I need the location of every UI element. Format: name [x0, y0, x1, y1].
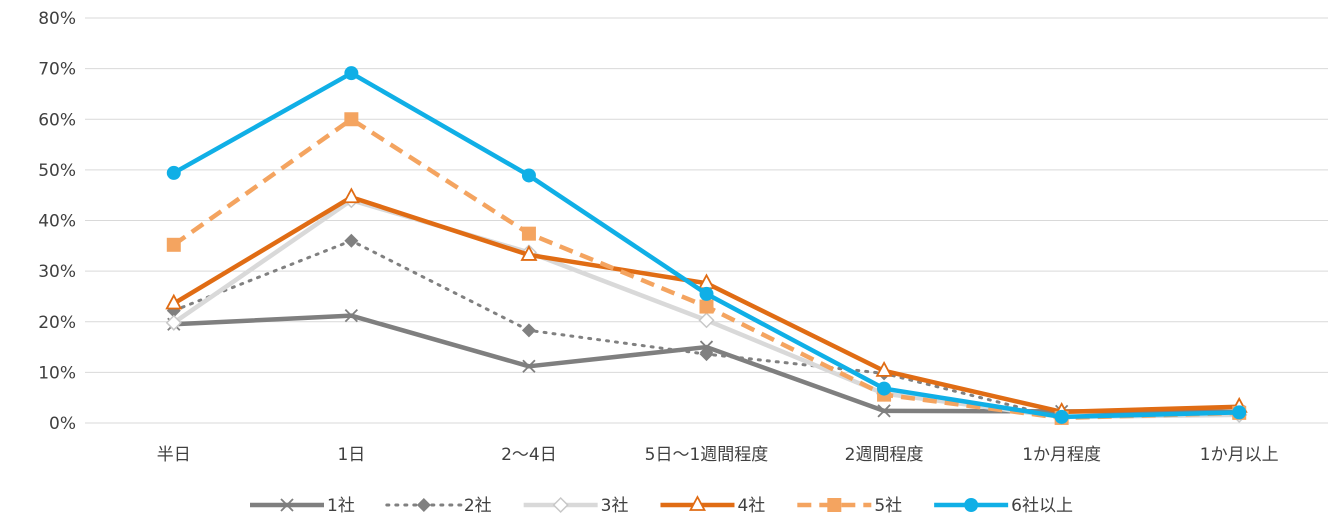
y-tick-label: 40% — [38, 212, 76, 232]
data-point — [522, 359, 536, 373]
data-point — [165, 293, 183, 310]
x-tick-label: 1か月程度 — [1022, 445, 1101, 465]
legend-label: 3社 — [601, 496, 629, 516]
data-point — [344, 66, 359, 81]
legend-marker — [827, 498, 842, 512]
data-point — [699, 299, 714, 314]
x-axis: 半日 1日 2〜4日 5日〜1週間程度 2週間程度 1か月程度 1か月以上 — [157, 445, 1279, 465]
data-point — [875, 360, 893, 377]
data-point — [344, 112, 359, 127]
series-2 — [166, 233, 1247, 425]
series-line — [172, 239, 1241, 420]
y-tick-label: 50% — [38, 161, 76, 181]
series-line — [172, 70, 1240, 420]
data-point — [699, 286, 714, 301]
y-tick-label: 80% — [38, 9, 76, 29]
data-point — [520, 245, 538, 261]
data-point — [166, 237, 181, 252]
legend-marker — [688, 495, 706, 511]
x-tick-label: 2〜4日 — [501, 445, 557, 465]
y-tick-label: 20% — [38, 313, 76, 333]
data-point — [521, 323, 536, 338]
legend-label: 4社 — [737, 496, 765, 516]
data-point — [521, 226, 536, 241]
data-point — [342, 187, 360, 204]
legend-item: 3社 — [523, 496, 629, 516]
legend-marker — [416, 498, 431, 512]
legend-item: 4社 — [660, 495, 765, 516]
legend-label: 6社以上 — [1011, 496, 1073, 516]
legend-label: 5社 — [874, 496, 902, 516]
data-point — [698, 312, 715, 329]
legend: 1社 2社 3社 4社 5社 6社以上 — [250, 495, 1073, 516]
data-point — [1232, 405, 1247, 420]
legend-marker — [964, 498, 979, 512]
y-tick-label: 70% — [38, 60, 76, 80]
y-tick-label: 60% — [38, 110, 76, 130]
legend-marker — [280, 498, 294, 512]
legend-item: 1社 — [250, 496, 355, 516]
data-point — [877, 404, 891, 418]
data-point — [521, 168, 536, 183]
data-point — [699, 347, 714, 362]
x-tick-label: 1か月以上 — [1200, 445, 1279, 465]
legend-item: 6社以上 — [934, 496, 1073, 516]
data-point — [344, 233, 359, 248]
legend-item: 5社 — [797, 496, 902, 516]
x-tick-label: 2週間程度 — [845, 445, 924, 465]
y-axis: 0% 10% 20% 30% 40% 50% 60% 70% 80% — [38, 9, 76, 434]
series-line — [173, 313, 1240, 415]
y-tick-label: 0% — [49, 414, 76, 434]
legend-item: 2社 — [385, 496, 492, 516]
series-line — [172, 117, 1240, 421]
x-tick-label: 半日 — [157, 445, 191, 465]
data-point — [165, 314, 182, 331]
data-point — [877, 381, 892, 396]
data-point — [699, 340, 714, 354]
gridlines — [85, 17, 1328, 424]
y-tick-label: 30% — [38, 262, 76, 282]
x-tick-label: 5日〜1週間程度 — [645, 445, 769, 465]
series-group — [165, 66, 1248, 425]
legend-label: 2社 — [464, 496, 492, 516]
y-tick-label: 10% — [38, 363, 76, 383]
series-6 — [166, 66, 1247, 424]
data-point — [166, 165, 181, 180]
data-point — [344, 309, 358, 323]
series-5 — [166, 112, 1247, 425]
data-point — [1054, 409, 1069, 424]
x-tick-label: 1日 — [337, 445, 365, 465]
legend-marker — [552, 496, 569, 514]
legend-label: 1社 — [327, 496, 355, 516]
